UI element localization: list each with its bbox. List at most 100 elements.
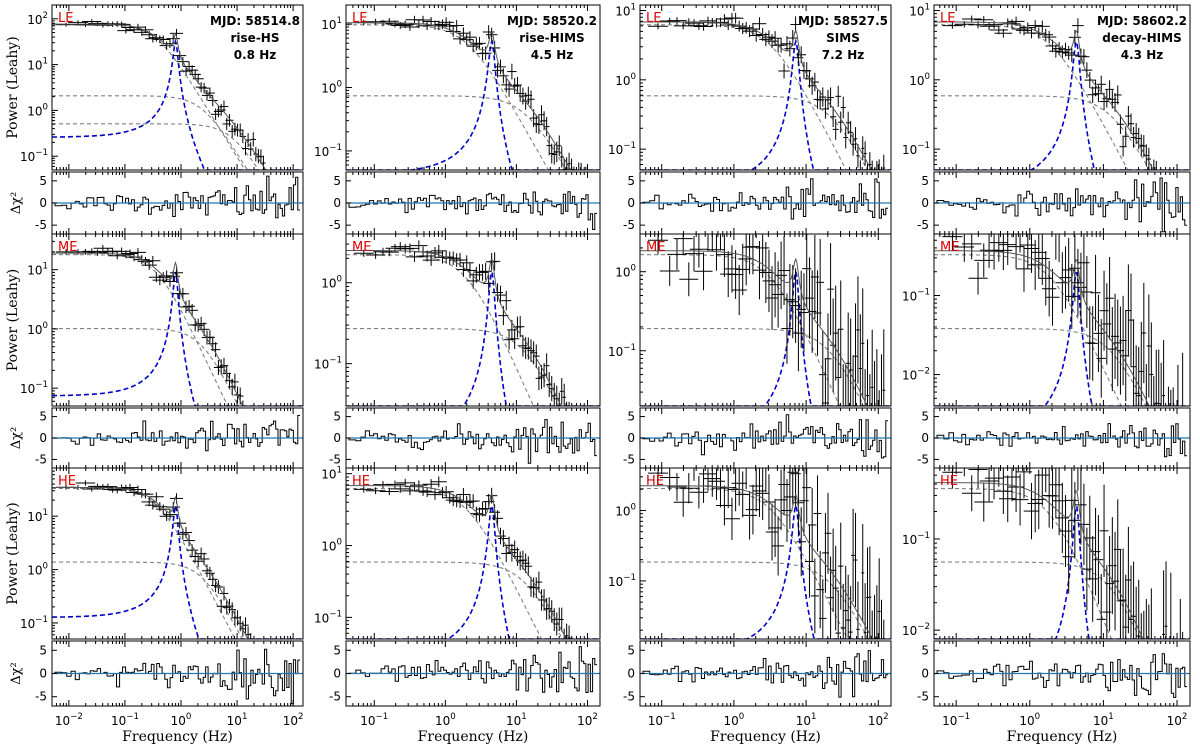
residual-step-line	[936, 653, 1187, 698]
residual-axis-label: Δχ²	[9, 427, 24, 449]
broadband-component-curve	[934, 561, 1190, 639]
residual-plot-area	[936, 423, 1187, 458]
annotation-mjd: MJD: 58520.2	[507, 14, 597, 28]
residual-plot-area	[54, 648, 300, 705]
x-tick-label: 101	[1093, 712, 1114, 728]
x-tick-label: 101	[506, 712, 527, 728]
resid-tick-label: 0	[921, 431, 929, 445]
y-tick-label: 10−1	[902, 288, 930, 304]
residual-axis-label: Δχ²	[9, 662, 24, 684]
residual-step-line	[936, 177, 1187, 233]
x-axis-label: Frequency (Hz)	[1007, 729, 1118, 745]
y-tick-label: 10−1	[608, 141, 636, 157]
qpo-lorentzian-curve	[52, 505, 303, 639]
data-points	[942, 15, 1157, 170]
annotation-freq: 0.8 Hz	[234, 48, 276, 62]
broadband-component-curve	[346, 254, 600, 406]
residual-step-line	[348, 646, 597, 693]
resid-tick-label: 5	[921, 643, 929, 657]
y-tick-label: 101	[321, 466, 342, 482]
y-tick-label: 10−2	[902, 367, 930, 383]
panel-plot-area	[52, 19, 303, 170]
y-tick-label: 10−1	[20, 148, 48, 164]
data-points	[648, 468, 885, 639]
resid-tick-label: -5	[329, 218, 341, 232]
instrument-label: ME	[940, 240, 959, 255]
annotation-state: SIMS	[826, 31, 860, 45]
resid-tick-label: 0	[39, 196, 47, 210]
panel-me-col4: 10−2 10−1 ME 5 0 -5	[902, 233, 1191, 469]
residual-step-line	[642, 414, 888, 459]
resid-tick-label: -5	[329, 452, 341, 466]
annotation-freq: 4.3 Hz	[1121, 48, 1163, 62]
power-axes-frame	[639, 4, 892, 171]
residual-step-line	[642, 650, 888, 698]
total-model-curve	[346, 249, 600, 406]
y-tick-label: 10−1	[314, 143, 342, 159]
y-tick-label: 101	[615, 2, 636, 18]
panel-plot-area	[346, 240, 600, 406]
qpo-lorentzian-curve	[640, 502, 891, 639]
broadband-component-curve	[640, 95, 891, 170]
panel-he-col1: 10−1 100 101 HE 5 0 -5 10−2 10−1 100 101 102	[20, 467, 304, 728]
resid-tick-label: -5	[35, 690, 47, 704]
resid-tick-label: -5	[623, 452, 635, 466]
resid-tick-label: 0	[333, 196, 341, 210]
resid-tick-label: -5	[917, 452, 929, 466]
resid-tick-label: 0	[921, 196, 929, 210]
panel-he-col4: 10−2 10−1 HE 5 0 -5 10−1 100 101 102	[902, 467, 1191, 728]
x-tick-label: 100	[171, 712, 192, 728]
annotation-freq: 4.5 Hz	[531, 48, 573, 62]
instrument-label: HE	[646, 474, 664, 489]
y-tick-label: 100	[615, 264, 636, 280]
residual-plot-area	[642, 414, 888, 459]
power-axes-frame	[51, 4, 304, 171]
x-tick-label: 102	[283, 712, 304, 728]
y-tick-label: 10−1	[608, 343, 636, 359]
total-model-curve	[934, 21, 1190, 170]
panel-plot-area	[934, 468, 1190, 639]
total-model-curve	[640, 485, 891, 639]
y-tick-label: 100	[615, 72, 636, 88]
residual-step-line	[54, 175, 300, 219]
residual-step-line	[54, 415, 300, 452]
panel-plot-area	[52, 244, 303, 406]
resid-tick-label: 5	[39, 410, 47, 424]
instrument-label: LE	[58, 11, 73, 26]
panel-le-col4: 10−1 100 101 LE MJD: 58602.2 decay-HIMS 4.3 Hz…	[902, 2, 1191, 235]
resid-tick-label: 0	[627, 196, 635, 210]
y-tick-label: 10−1	[20, 380, 48, 396]
y-tick-label: 100	[909, 72, 930, 88]
resid-tick-label: -5	[623, 218, 635, 232]
panel-le-col3: 10−1 100 101 LE MJD: 58527.5 SIMS 7.2 Hz 5 0 -5	[608, 2, 892, 235]
residual-step-line	[642, 178, 888, 220]
x-axis-label: Frequency (Hz)	[122, 729, 233, 745]
resid-tick-label: 5	[627, 410, 635, 424]
resid-tick-label: 5	[921, 174, 929, 188]
annotation-mjd: MJD: 58602.2	[1097, 14, 1187, 28]
resid-tick-label: -5	[917, 690, 929, 704]
broadband-component-curve	[346, 95, 600, 170]
resid-tick-label: 5	[921, 410, 929, 424]
panel-me-col3: 10−1 100 ME 5 0 -5	[608, 233, 892, 469]
data-points	[648, 12, 886, 170]
x-tick-label: 102	[868, 712, 889, 728]
resid-tick-label: 5	[333, 410, 341, 424]
residual-plot-area	[54, 175, 300, 219]
power-axes-frame	[639, 467, 892, 640]
power-axes-frame	[345, 233, 601, 407]
instrument-label: ME	[646, 240, 665, 255]
total-model-curve	[934, 482, 1190, 639]
broadband-component-curve	[52, 561, 303, 639]
total-model-curve	[52, 487, 303, 639]
broadband-component-curve	[52, 487, 303, 639]
broadband-component-curve	[52, 24, 303, 170]
power-axes-frame	[345, 467, 601, 640]
panel-plot-area	[52, 480, 303, 639]
panel-plot-area	[640, 468, 891, 639]
x-tick-label: 101	[796, 712, 817, 728]
power-axes-frame	[345, 4, 601, 171]
y-tick-label: 10−1	[608, 573, 636, 589]
residual-plot-area	[936, 653, 1187, 698]
